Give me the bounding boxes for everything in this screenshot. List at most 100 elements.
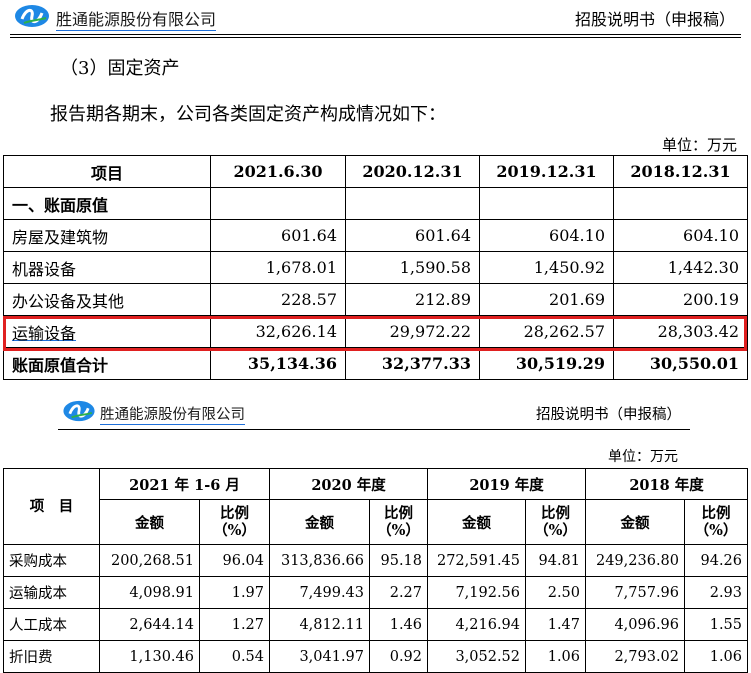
amount-header: 金额 xyxy=(427,499,527,545)
cell: 1.47 xyxy=(525,608,587,641)
unit-label: 单位：万元 xyxy=(661,136,737,154)
table-row: 办公设备及其他 228.57 212.89 201.69 200.19 xyxy=(3,283,748,316)
amount-header: 金额 xyxy=(99,499,200,545)
cell: 228.57 xyxy=(210,283,346,316)
cell: 212.89 xyxy=(345,283,480,316)
cell: 604.10 xyxy=(479,219,614,252)
cell: 7,757.96 xyxy=(585,576,686,609)
row-label: 运输成本 xyxy=(3,576,100,609)
cell: 1.06 xyxy=(525,640,587,673)
table-row-total: 账面原值合计 35,134.36 32,377.33 30,519.29 30,… xyxy=(3,347,748,380)
column-header: 项目 xyxy=(3,155,211,188)
cell: 201.69 xyxy=(479,283,614,316)
cell: 1.06 xyxy=(684,640,749,673)
cell: 4,812.11 xyxy=(269,608,371,641)
cell: 272,591.45 xyxy=(427,544,527,577)
header-rule xyxy=(10,34,741,35)
row-label: 采购成本 xyxy=(3,544,100,577)
table-row-highlighted: 运输设备 32,626.14 29,972.22 28,262.57 28,30… xyxy=(3,315,748,348)
column-header: 2020.12.31 xyxy=(345,155,480,188)
period-header: 2018 年度 xyxy=(585,468,749,500)
table-row: 人工成本 2,644.14 1.27 4,812.11 1.46 4,216.9… xyxy=(3,608,749,641)
cell: 0.54 xyxy=(198,640,271,673)
cell: 96.04 xyxy=(198,544,271,577)
cell xyxy=(345,187,480,220)
row-label: 一、账面原值 xyxy=(3,187,211,220)
section-intro: 报告期各期末，公司各类固定资产构成情况如下： xyxy=(50,104,446,125)
period-header: 2019 年度 xyxy=(427,468,587,500)
section-heading: （3）固定资产 xyxy=(60,58,180,79)
column-header: 2021.6.30 xyxy=(210,155,346,188)
cell: 4,216.94 xyxy=(427,608,527,641)
table-row: 机器设备 1,678.01 1,590.58 1,450.92 1,442.30 xyxy=(3,251,748,284)
row-label: 机器设备 xyxy=(3,251,211,284)
table-row: 折旧费 1,130.46 0.54 3,041.97 0.92 3,052.52… xyxy=(3,640,749,673)
highlight-box xyxy=(3,316,747,351)
cell: 200,268.51 xyxy=(99,544,200,577)
cell: 601.64 xyxy=(210,219,346,252)
table-subheader-row: 金额 比例（%） 金额 比例（%） 金额 比例（%） 金额 比例（%） xyxy=(4,499,749,545)
cell: 2.93 xyxy=(684,576,749,609)
cell: 7,499.43 xyxy=(269,576,371,609)
row-label: 折旧费 xyxy=(3,640,100,673)
cell: 3,041.97 xyxy=(269,640,371,673)
ratio-header: 比例（%） xyxy=(684,499,749,545)
row-label: 办公设备及其他 xyxy=(3,283,211,316)
company-logo xyxy=(15,5,49,27)
cell: 1,130.46 xyxy=(99,640,200,673)
cell: 1,590.58 xyxy=(345,251,480,284)
cell: 2.50 xyxy=(525,576,587,609)
period-header: 2020 年度 xyxy=(269,468,429,500)
cell: 35,134.36 xyxy=(210,347,346,380)
cell xyxy=(210,187,346,220)
cell: 601.64 xyxy=(345,219,480,252)
cell: 3,052.52 xyxy=(427,640,527,673)
cell: 29,972.22 xyxy=(345,315,480,348)
ratio-header: 比例（%） xyxy=(369,499,429,545)
cell: 2,644.14 xyxy=(99,608,200,641)
cell: 200.19 xyxy=(613,283,748,316)
amount-header: 金额 xyxy=(585,499,686,545)
column-header: 2019.12.31 xyxy=(479,155,614,188)
cell: 1.97 xyxy=(198,576,271,609)
fixed-assets-table: 项目 2021.6.30 2020.12.31 2019.12.31 2018.… xyxy=(3,155,748,380)
unit-label: 单位：万元 xyxy=(608,449,678,465)
cell: 249,236.80 xyxy=(585,544,686,577)
period-header: 2021 年 1-6 月 xyxy=(98,468,271,500)
cell: 1,442.30 xyxy=(613,251,748,284)
table-row: 采购成本 200,268.51 96.04 313,836.66 95.18 2… xyxy=(3,544,749,577)
header-rule-thin xyxy=(10,37,741,38)
cell xyxy=(479,187,614,220)
row-label: 人工成本 xyxy=(3,608,100,641)
cell: 1.27 xyxy=(198,608,271,641)
ratio-header: 比例（%） xyxy=(198,499,271,545)
cell: 32,377.33 xyxy=(345,347,480,380)
cost-structure-table: 项 目 2021 年 1-6 月 2020 年度 2019 年度 2018 年度… xyxy=(3,468,749,673)
company-name: 胜通能源股份有限公司 xyxy=(100,407,245,425)
table-row: 房屋及建筑物 601.64 601.64 604.10 604.10 xyxy=(3,219,748,252)
cell: 1.55 xyxy=(684,608,749,641)
table-row: 一、账面原值 xyxy=(3,187,748,220)
document-type: 招股说明书（申报稿） xyxy=(574,10,735,29)
cell: 4,096.96 xyxy=(585,608,686,641)
table-header-row: 项目 2021.6.30 2020.12.31 2019.12.31 2018.… xyxy=(3,155,748,188)
column-header: 项 目 xyxy=(3,468,100,545)
cell: 313,836.66 xyxy=(269,544,371,577)
company-logo xyxy=(63,400,95,422)
row-label: 房屋及建筑物 xyxy=(3,219,211,252)
cell: 604.10 xyxy=(613,219,748,252)
cell: 32,626.14 xyxy=(210,315,346,348)
cell: 95.18 xyxy=(369,544,429,577)
cell: 94.81 xyxy=(525,544,587,577)
row-label: 账面原值合计 xyxy=(3,347,211,380)
cell: 30,550.01 xyxy=(613,347,748,380)
cell: 2,793.02 xyxy=(585,640,686,673)
cell: 7,192.56 xyxy=(427,576,527,609)
cell xyxy=(613,187,748,220)
cell: 30,519.29 xyxy=(479,347,614,380)
table-header-row: 项 目 2021 年 1-6 月 2020 年度 2019 年度 2018 年度 xyxy=(3,468,749,545)
company-name: 胜通能源股份有限公司 xyxy=(56,10,217,31)
header-rule xyxy=(58,429,690,430)
cell: 0.92 xyxy=(369,640,429,673)
table-row: 运输成本 4,098.91 1.97 7,499.43 2.27 7,192.5… xyxy=(3,576,749,609)
